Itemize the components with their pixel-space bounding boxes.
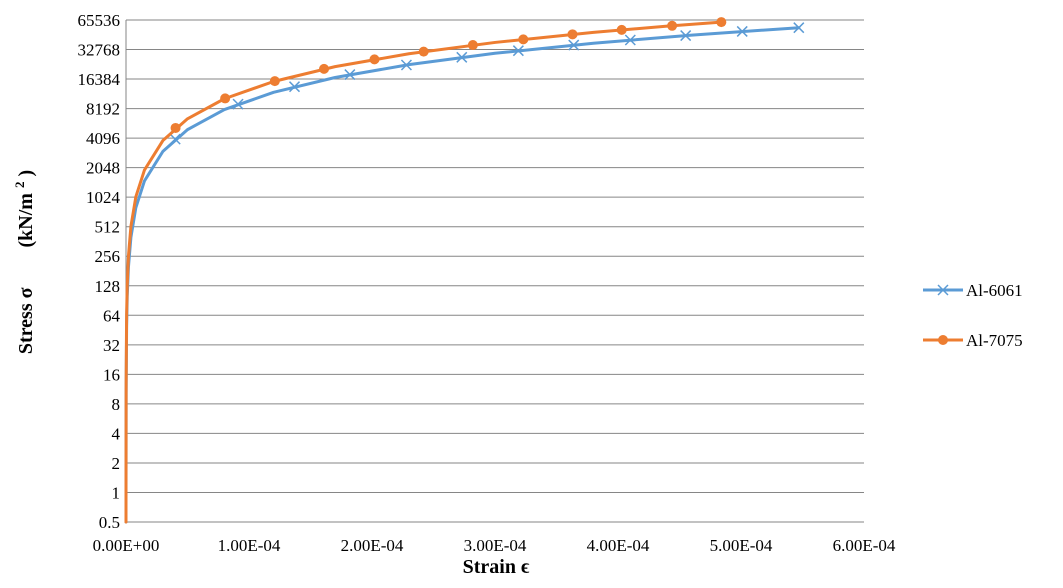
data-point	[170, 122, 181, 133]
data-point	[232, 98, 244, 110]
data-point	[624, 34, 636, 46]
x-tick-label: 1.00E-04	[218, 536, 281, 555]
data-point	[269, 76, 280, 87]
legend-item-al-7075: Al-7075	[923, 331, 1023, 350]
data-point-stroke	[169, 133, 181, 145]
data-point	[418, 46, 429, 57]
data-point	[568, 39, 580, 51]
series-al-7075	[124, 17, 727, 524]
data-point	[616, 24, 627, 35]
data-point	[344, 69, 356, 81]
y-tick-label: 1024	[86, 188, 121, 207]
data-point	[169, 133, 181, 145]
x-tick-label: 2.00E-04	[341, 536, 404, 555]
y-tick-label: 512	[95, 218, 121, 237]
data-point-stroke	[232, 98, 244, 110]
data-point	[288, 81, 301, 93]
y-tick-label: 256	[95, 247, 121, 266]
y-tick-label: 16384	[78, 70, 121, 89]
data-point	[220, 93, 231, 104]
y-tick-label: 64	[103, 306, 121, 325]
y-tick-label: 8192	[86, 100, 120, 119]
y-axis-title: Stress σ (kN/m 2 )	[7, 170, 37, 354]
data-point-stroke	[680, 30, 692, 42]
y-tick-label: 4	[112, 424, 121, 443]
data-point-stroke	[624, 34, 636, 46]
data-point-stroke	[344, 69, 356, 81]
legend-swatch-marker	[937, 284, 949, 296]
data-point	[518, 34, 529, 45]
x-tick-label: 5.00E-04	[710, 536, 773, 555]
legend-swatch-marker	[938, 335, 948, 345]
data-point-stroke	[512, 45, 524, 57]
data-point	[369, 54, 380, 65]
gridlines	[126, 19, 864, 493]
x-tick-label: 6.00E-04	[833, 536, 896, 555]
data-point	[400, 59, 412, 71]
y-axis-title-gap	[15, 253, 37, 283]
series-line	[124, 20, 723, 524]
x-tick-label: 3.00E-04	[464, 536, 527, 555]
data-point	[319, 63, 330, 74]
legend-label: Al-7075	[966, 331, 1023, 350]
data-point	[467, 40, 478, 51]
y-tick-label: 32768	[78, 41, 121, 60]
data-point-stroke	[793, 22, 805, 34]
data-point-stroke	[400, 59, 412, 71]
y-tick-label: 65536	[78, 11, 121, 30]
data-point	[716, 17, 727, 28]
y-tick-label: 2048	[86, 159, 120, 178]
y-tick-label: 32	[103, 336, 120, 355]
data-point	[736, 25, 748, 37]
y-tick-label: 1	[112, 483, 121, 502]
y-tick-label: 128	[95, 277, 121, 296]
x-tick-label: 4.00E-04	[587, 536, 650, 555]
data-point	[512, 45, 524, 57]
series-layer	[124, 17, 805, 524]
x-tick-label: 0.00E+00	[93, 536, 160, 555]
data-point	[667, 20, 678, 31]
data-point	[680, 30, 692, 42]
y-axis-title-unit-sup: 2	[12, 182, 27, 189]
y-axis-title-main: Stress σ	[15, 287, 37, 354]
data-point	[567, 29, 578, 40]
tick-labels: 0.5 1 2 4 8 16 32 64 128 256 512 1024 2048 4096 8192 16…	[78, 11, 896, 555]
x-axis-title: Strain ϵ	[463, 556, 530, 578]
legend-label: Al-6061	[966, 281, 1023, 300]
y-tick-label: 16	[103, 365, 120, 384]
y-axis-title-unit: (kN/m	[15, 193, 37, 248]
data-point-stroke	[288, 81, 301, 93]
data-point-stroke	[568, 39, 580, 51]
y-tick-label: 0.5	[99, 513, 120, 532]
data-point-stroke	[456, 51, 468, 63]
data-point	[456, 51, 468, 63]
y-tick-label: 8	[112, 395, 121, 414]
data-point-stroke	[736, 25, 748, 37]
y-tick-label: 2	[112, 454, 121, 473]
data-point	[793, 22, 805, 34]
y-tick-label: 4096	[86, 129, 120, 148]
y-axis-title-unit-close: )	[15, 170, 37, 177]
legend: Al-6061 Al-7075	[923, 281, 1023, 350]
legend-item-al-6061: Al-6061	[923, 281, 1023, 300]
